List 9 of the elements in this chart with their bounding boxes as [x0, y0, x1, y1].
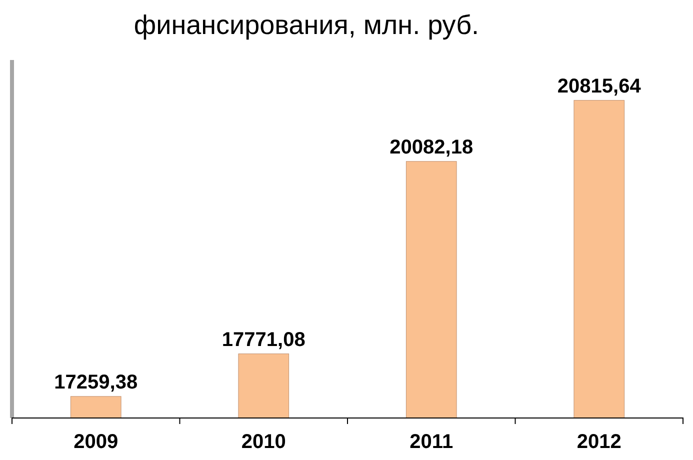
- data-label: 17771,08: [222, 328, 306, 351]
- data-label: 20082,18: [390, 136, 474, 158]
- x-tick-label: 2012: [576, 431, 622, 453]
- chart-title: финансирования, млн. руб.: [134, 10, 480, 40]
- x-tick-label: 2009: [74, 431, 118, 453]
- data-label: 20815,64: [557, 75, 642, 98]
- x-tick-label: 2011: [410, 431, 454, 453]
- data-label: 17259,38: [54, 371, 138, 394]
- x-tick-label: 2010: [241, 431, 286, 453]
